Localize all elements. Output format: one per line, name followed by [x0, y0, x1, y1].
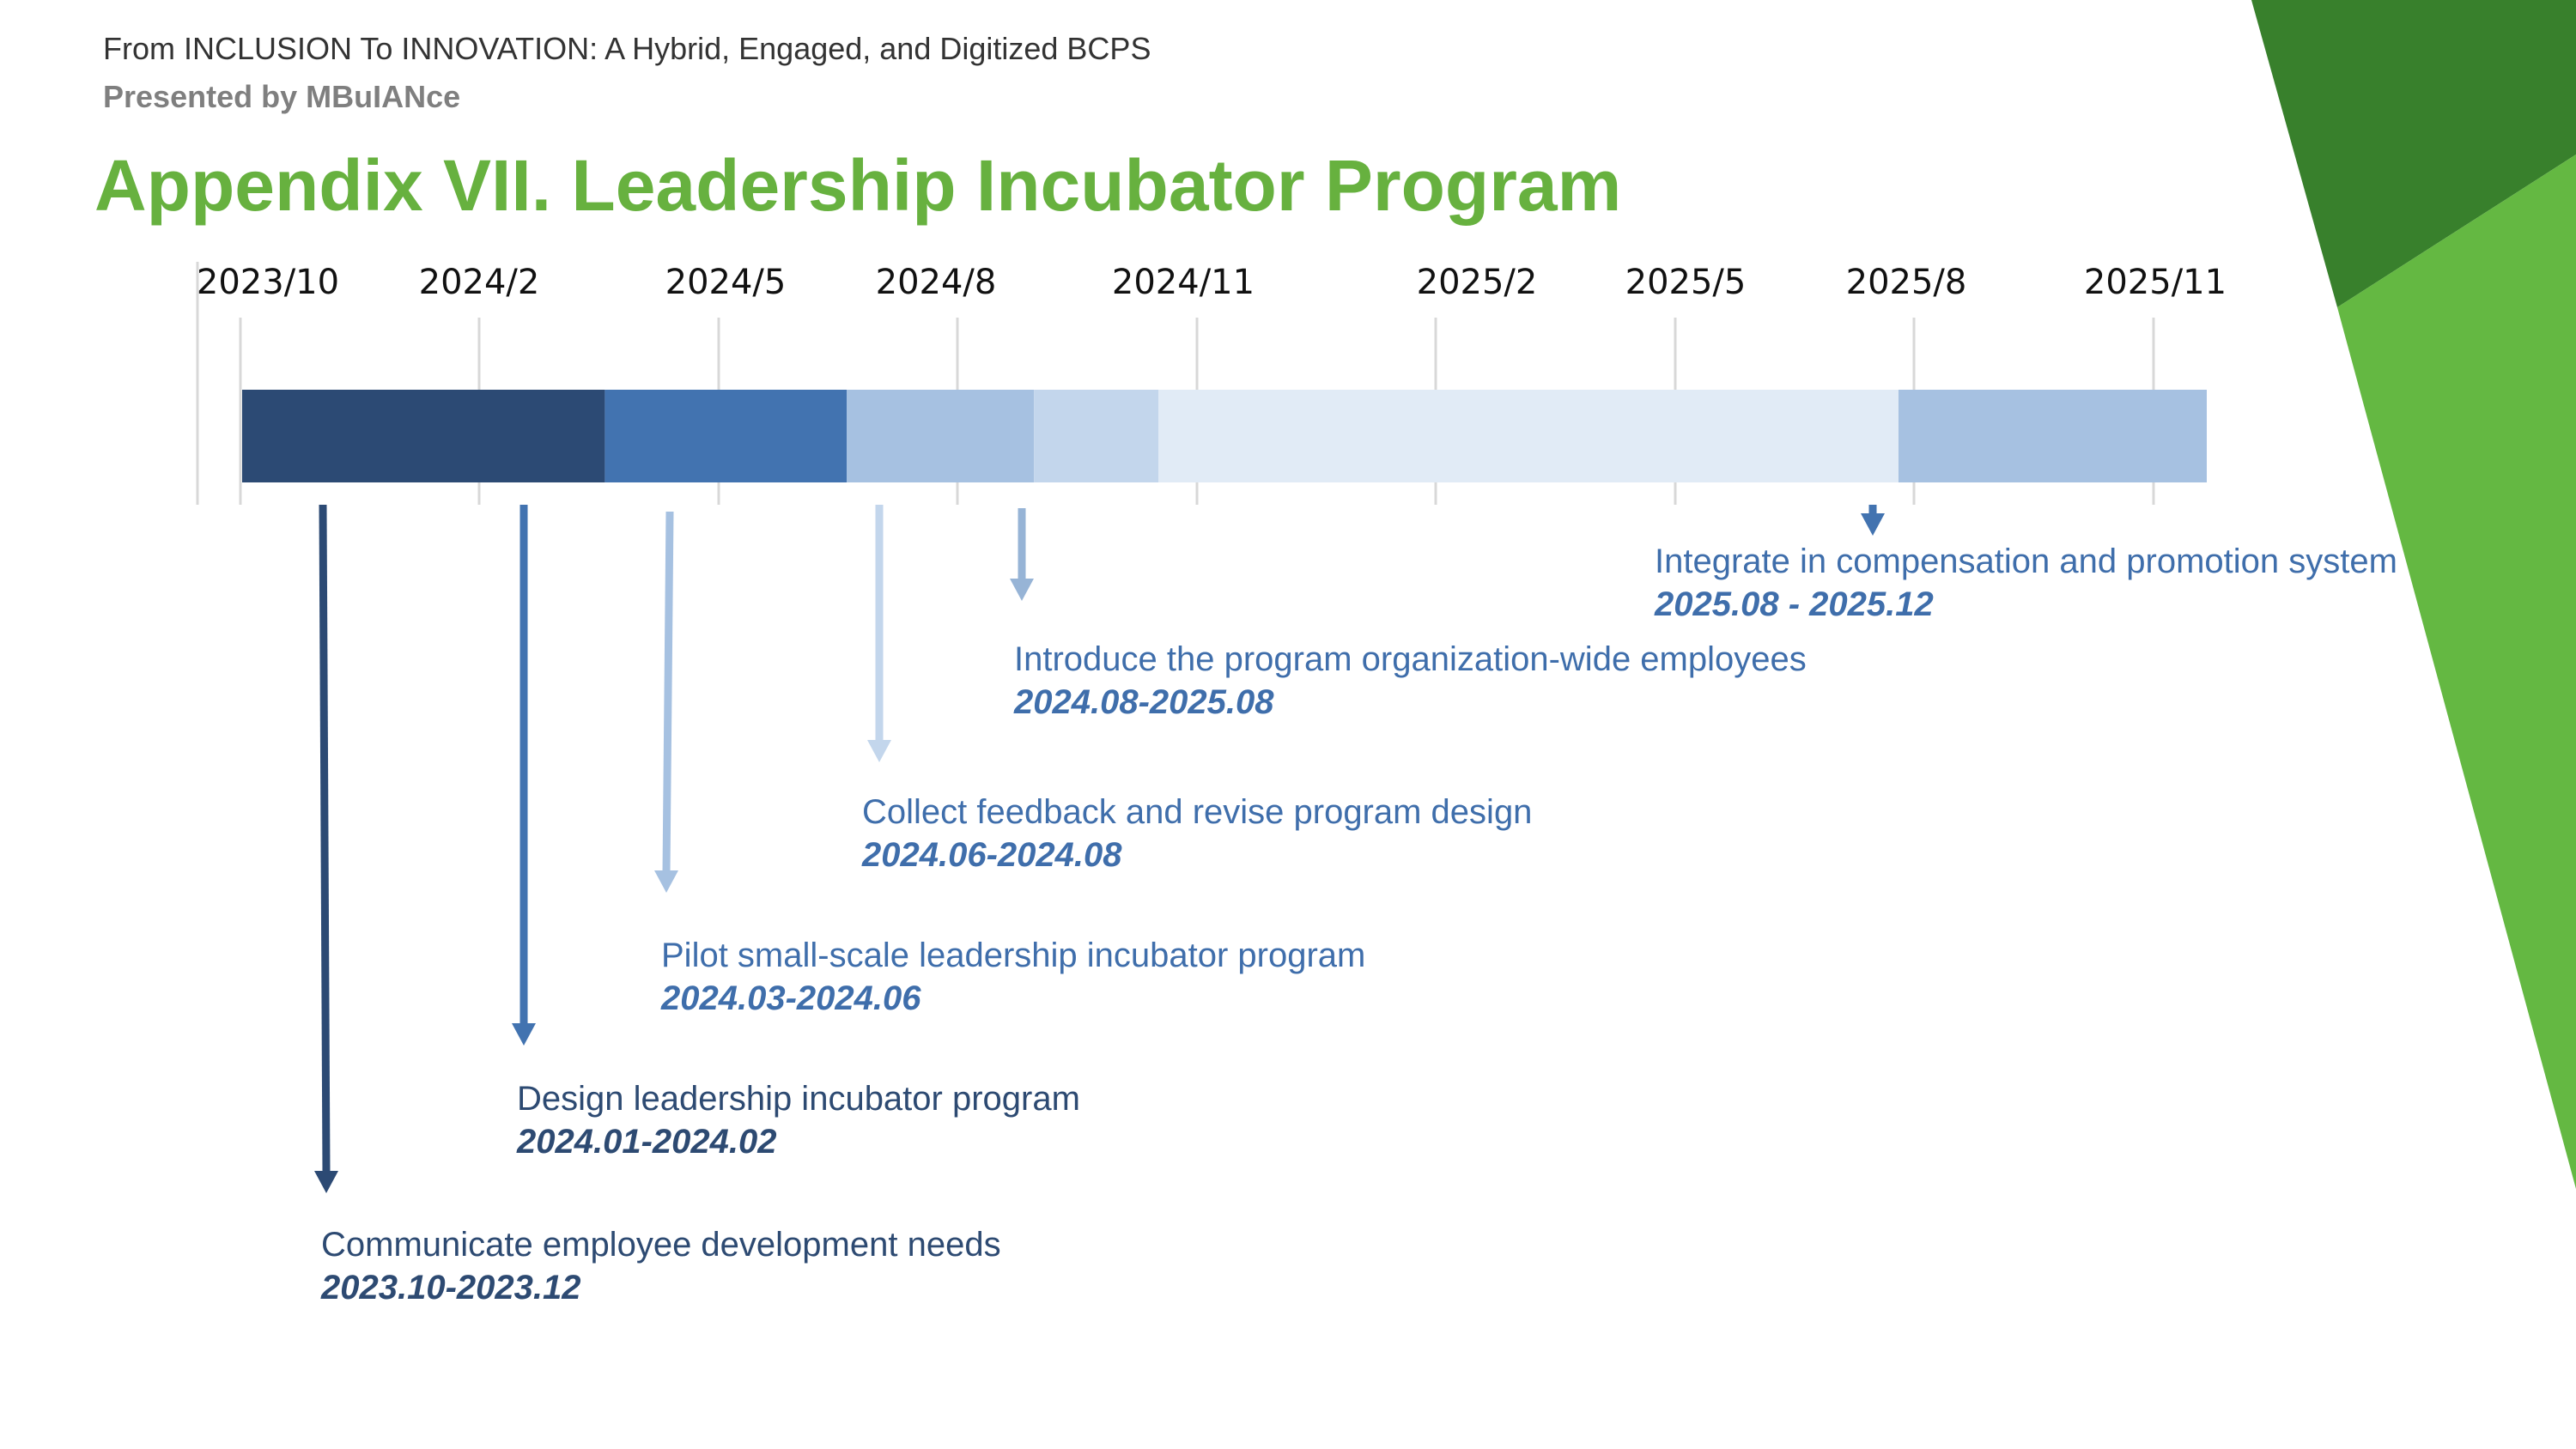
task-bar — [242, 390, 605, 482]
deck-subtitle: From INCLUSION To INNOVATION: A Hybrid, … — [103, 31, 1151, 66]
task-bar — [1034, 390, 1159, 482]
axis-tick-label: 2024/5 — [665, 263, 787, 302]
milestone: Design leadership incubator program 2024.… — [517, 1078, 1080, 1164]
milestone-dates: 2024.03-2024.06 — [661, 979, 921, 1017]
milestone-dates: 2023.10-2023.12 — [321, 1269, 581, 1307]
axis-tick-label: 2024/11 — [1112, 263, 1255, 302]
timeline-axis: 2023/10 2024/2 2024/5 2024/8 2024/11 2025/2 20… — [197, 263, 2227, 302]
timeline-bars — [242, 390, 2207, 482]
milestone-label: Design leadership incubator program — [517, 1080, 1080, 1118]
axis-tick-label: 2025/11 — [2084, 263, 2227, 302]
milestone-label: Integrate in compensation and promotion … — [1655, 543, 2397, 580]
milestone-arrow-shaft — [662, 511, 674, 873]
milestone-label: Introduce the program organization-wide … — [1014, 640, 1807, 678]
milestone-label: Pilot small-scale leadership incubator p… — [661, 937, 1366, 974]
task-bar — [847, 390, 1035, 482]
milestone-dates: 2025.08 - 2025.12 — [1655, 585, 1934, 623]
milestone-dates: 2024.01-2024.02 — [517, 1123, 777, 1161]
task-bar — [1898, 390, 2207, 482]
milestone-arrow-head — [867, 740, 891, 762]
milestone: Pilot small-scale leadership incubator p… — [661, 935, 1365, 1021]
milestone-arrow-head — [512, 1023, 536, 1046]
milestone: Collect feedback and revise program desi… — [862, 791, 1532, 877]
deco-dark-green-triangle — [2251, 0, 2576, 307]
task-bar — [1158, 390, 1899, 482]
axis-tick-label: 2024/8 — [876, 263, 997, 302]
axis-tick-label: 2025/5 — [1625, 263, 1747, 302]
axis-tick-label: 2025/8 — [1846, 263, 1967, 302]
milestone-arrow-head — [1861, 513, 1885, 536]
presenter-line: Presented by MBuIANce — [103, 79, 461, 114]
milestone-arrows — [314, 504, 1885, 1193]
milestone: Communicate employee development needs 20… — [321, 1224, 1001, 1310]
milestone-arrow-head — [1010, 579, 1034, 601]
task-bar — [605, 390, 847, 482]
deco-light-green-shape — [2337, 155, 2576, 1189]
milestone-label: Communicate employee development needs — [321, 1226, 1001, 1264]
page-title: Appendix VII. Leadership Incubator Progr… — [94, 145, 1622, 226]
milestone-label: Collect feedback and revise program desi… — [862, 793, 1533, 831]
axis-tick-label: 2024/2 — [419, 263, 540, 302]
axis-tick-label: 2023/10 — [197, 263, 339, 302]
milestone: Integrate in compensation and promotion … — [1655, 541, 2397, 627]
milestone: Introduce the program organization-wide … — [1014, 639, 1807, 724]
axis-tick-label: 2025/2 — [1417, 263, 1538, 302]
milestone-dates: 2024.06-2024.08 — [862, 836, 1122, 874]
milestone-dates: 2024.08-2025.08 — [1014, 683, 1274, 721]
milestone-arrow-head — [314, 1171, 338, 1193]
milestone-arrow-shaft — [319, 504, 331, 1173]
milestone-arrow-head — [654, 870, 678, 893]
